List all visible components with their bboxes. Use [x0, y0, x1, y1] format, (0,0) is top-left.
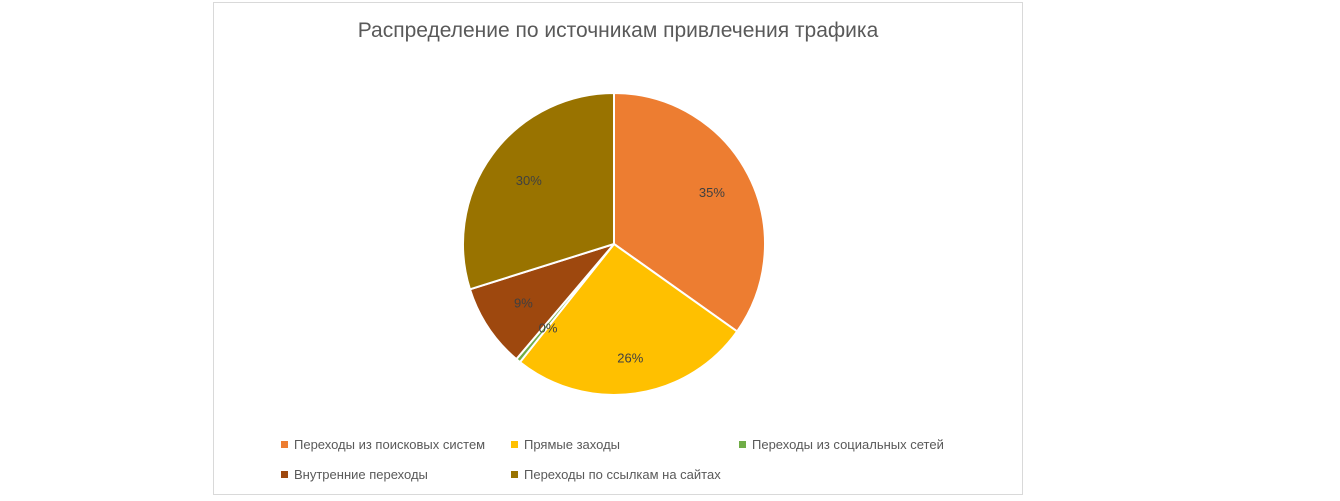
- chart-frame: Распределение по источникам привлечения …: [213, 2, 1023, 495]
- slice-referral: [462, 92, 615, 291]
- slice-direct: [518, 243, 739, 397]
- data-label: 30%: [516, 173, 542, 188]
- data-label: 26%: [617, 351, 643, 366]
- data-label: 9%: [514, 296, 533, 311]
- pie-slices: [462, 92, 766, 397]
- data-label: 0%: [539, 320, 558, 335]
- pie-data-labels: 35% 26% 0% 9% 30%: [514, 173, 725, 366]
- pie-chart: 35% 26% 0% 9% 30%: [462, 92, 766, 397]
- data-label: 35%: [699, 185, 725, 200]
- chart-title: Распределение по источникам привлечения …: [357, 19, 879, 42]
- slice-internal: [468, 243, 615, 361]
- slice-search: [613, 92, 766, 333]
